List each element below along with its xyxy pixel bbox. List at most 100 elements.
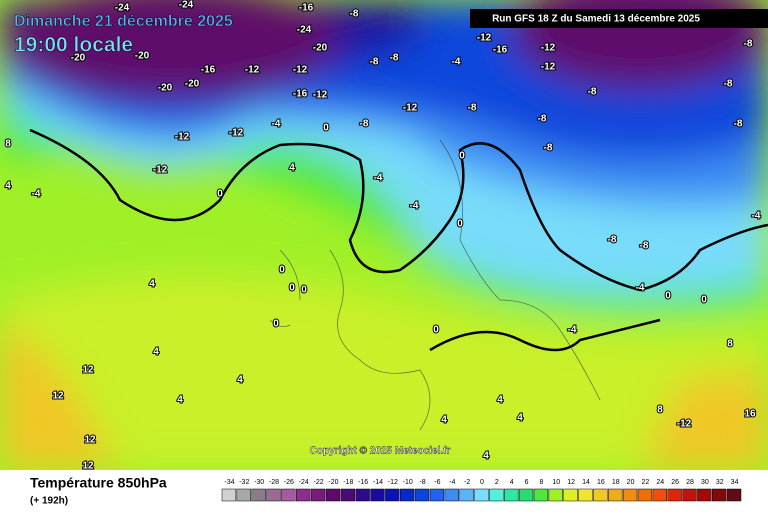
- scale-swatch: [296, 488, 311, 502]
- contour-label: 0: [279, 265, 285, 276]
- contour-label: 4: [5, 181, 11, 192]
- scale-tick: 16: [597, 479, 605, 486]
- scale-swatch: [533, 488, 549, 502]
- contour-label: -4: [32, 189, 41, 200]
- scale-tick: -12: [388, 479, 398, 486]
- contour-label: -8: [538, 114, 547, 125]
- contour-label: 0: [459, 151, 465, 162]
- scale-swatch: [474, 488, 489, 502]
- date: Dimanche 21 décembre 2025: [14, 13, 233, 30]
- scale-tick: 12: [567, 479, 575, 486]
- contour-label: 0: [323, 123, 329, 134]
- contour-label: -16: [293, 89, 308, 100]
- contour-label: -8: [360, 119, 369, 130]
- scale-swatch: [593, 488, 608, 502]
- scale-swatch: [310, 488, 326, 502]
- scale-swatch: [340, 488, 355, 502]
- scale-swatch: [697, 488, 712, 502]
- contour-label: 0: [217, 189, 223, 200]
- run-info: Run GFS 18 Z du Samedi 13 décembre 2025: [492, 14, 700, 25]
- contour-label: -12: [229, 128, 244, 139]
- scale-swatch: [370, 488, 385, 502]
- contour-label: -12: [153, 165, 168, 176]
- contour-label: 4: [237, 375, 243, 386]
- contour-label: 8: [5, 139, 11, 150]
- contour-label: -8: [724, 79, 733, 90]
- contour-label: -8: [370, 57, 379, 68]
- footer-subtitle: (+ 192h): [30, 496, 68, 507]
- contour-label: 0: [433, 325, 439, 336]
- contour-label: 0: [301, 285, 307, 296]
- scale-swatch: [385, 488, 400, 502]
- contour-label: 0: [701, 295, 707, 306]
- scale-tick: 24: [656, 479, 664, 486]
- contour-label: 4: [441, 415, 447, 426]
- scale-swatch: [281, 488, 296, 502]
- contour-label: -12: [541, 43, 556, 54]
- scale-tick: -2: [464, 479, 470, 486]
- scale-tick: -34: [224, 479, 234, 486]
- contour-label: 4: [153, 347, 159, 358]
- contour-label: -8: [608, 235, 617, 246]
- contour-label: 12: [52, 391, 64, 402]
- contour-label: -4: [272, 119, 281, 130]
- color-scale: -34 -32 -30 -28 -26 -24 -22 -20 -18 -16 -14 -12 -10-…: [221, 479, 742, 502]
- scale-swatch: [637, 488, 653, 502]
- contour-label: 16: [744, 409, 756, 420]
- contour-label: 4: [289, 163, 295, 174]
- scale-swatch: [221, 488, 237, 502]
- scale-swatch: [414, 488, 430, 502]
- scale-tick: 18: [612, 479, 620, 486]
- scale-tick: 26: [671, 479, 679, 486]
- contour-label: 0: [289, 283, 295, 294]
- contour-label: -4: [452, 57, 461, 68]
- scale-swatch: [726, 488, 742, 502]
- zero-isotherm: [429, 318, 661, 352]
- contour-label: -24: [297, 25, 312, 36]
- contour-label: -24: [179, 0, 194, 11]
- scale-tick: 0: [480, 479, 484, 486]
- scale-tick: -20: [328, 479, 338, 486]
- scale-tick: 34: [731, 479, 739, 486]
- scale-swatch: [400, 488, 415, 502]
- scale-swatch: [622, 488, 638, 502]
- scale-swatch: [682, 488, 697, 502]
- contour-label: 12: [82, 365, 94, 376]
- contour-label: 0: [665, 291, 671, 302]
- scale-swatch: [251, 488, 266, 502]
- scale-tick: 8: [539, 479, 543, 486]
- scale-swatch: [429, 488, 445, 502]
- scale-tick: -6: [434, 479, 440, 486]
- temperature-map: [0, 0, 768, 470]
- contour-label: -16: [201, 65, 216, 76]
- scale-tick: 22: [642, 479, 650, 486]
- zero-isotherm: [29, 128, 768, 292]
- scale-swatch: [489, 488, 504, 502]
- contour-label: -4: [410, 201, 419, 212]
- contour-label: -12: [313, 90, 328, 101]
- scale-tick: -10: [403, 479, 413, 486]
- scale-tick: 14: [582, 479, 590, 486]
- scale-tick: 10: [552, 479, 560, 486]
- scale-swatch: [266, 488, 281, 502]
- contour-label: 4: [483, 451, 489, 462]
- scale-swatch: [518, 488, 534, 502]
- contour-label: -12: [175, 132, 190, 143]
- contour-label: -12: [245, 65, 260, 76]
- contour-label: 8: [727, 339, 733, 350]
- contour-label: -8: [744, 39, 753, 50]
- run-box: [470, 9, 768, 28]
- scale-tick: -4: [449, 479, 455, 486]
- scale-tick: 4: [510, 479, 514, 486]
- copyright: Copyright © 2025 Meteociel.fr: [310, 446, 451, 457]
- contour-label: -12: [677, 419, 692, 430]
- contour-label: -8: [544, 143, 553, 154]
- scale-tick: 20: [627, 479, 635, 486]
- coastlines: [269, 139, 601, 431]
- scale-tick: -28: [269, 479, 279, 486]
- scale-swatch: [563, 488, 578, 502]
- contour-label: -8: [588, 87, 597, 98]
- scale-tick: -18: [343, 479, 353, 486]
- scale-tick: 28: [686, 479, 694, 486]
- contour-label: 4: [149, 279, 155, 290]
